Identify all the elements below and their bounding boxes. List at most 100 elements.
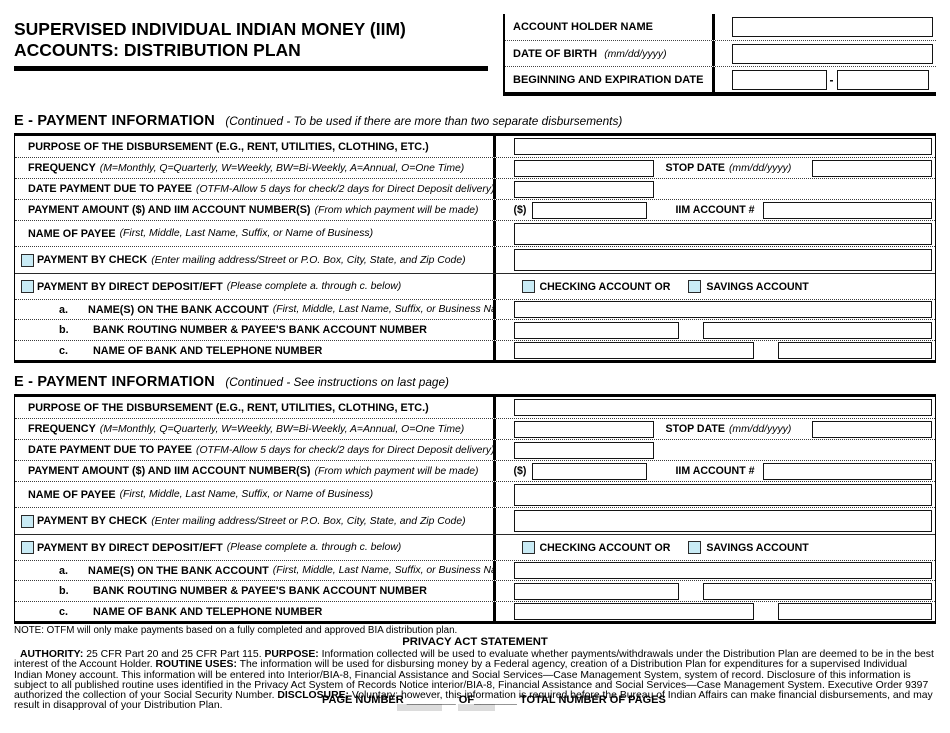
divider [493, 274, 496, 299]
row-letter: a. [59, 303, 69, 316]
form-title-line2: ACCOUNTS: DISTRIBUTION PLAN [14, 40, 301, 61]
bank-phone-field[interactable] [777, 342, 932, 359]
bank-account-names-field[interactable] [513, 301, 932, 318]
direct-deposit-row: PAYMENT BY DIRECT DEPOSIT/EFT (Please co… [15, 273, 935, 299]
bank-names-label: NAME(S) ON THE BANK ACCOUNT [88, 303, 269, 316]
amount-hint: (From which payment will be made) [314, 465, 479, 477]
bank-names-label: NAME(S) ON THE BANK ACCOUNT [88, 564, 269, 577]
savings-account-checkbox[interactable] [688, 541, 702, 554]
account-holder-name-field[interactable] [731, 17, 933, 37]
bank-account-names-field[interactable] [513, 562, 932, 579]
divider [493, 397, 496, 418]
routing-label: BANK ROUTING NUMBER & PAYEE'S BANK ACCOU… [93, 324, 427, 336]
purpose-label: PURPOSE: [264, 649, 319, 660]
date-due-field[interactable] [513, 180, 654, 198]
bank-account-number-field[interactable] [702, 582, 932, 600]
payee-hint: (First, Middle, Last Name, Suffix, or Na… [119, 228, 374, 239]
section-title: E - PAYMENT INFORMATION [14, 374, 215, 390]
savings-account-label: SAVINGS ACCOUNT [706, 280, 809, 293]
divider [493, 320, 496, 340]
routing-number-field[interactable] [513, 321, 679, 339]
date-due-hint: (OTFM-Allow 5 days for check/2 days for … [196, 183, 493, 195]
purpose-row: PURPOSE OF THE DISBURSEMENT (E.G., RENT,… [15, 397, 935, 418]
bank-name-field[interactable] [513, 603, 754, 620]
divider [493, 561, 496, 580]
payment-table: PURPOSE OF THE DISBURSEMENT (E.G., RENT,… [14, 394, 936, 624]
iim-account-label: IIM ACCOUNT # [675, 465, 755, 477]
frequency-hint: (M=Monthly, Q=Quarterly, W=Weekly, BW=Bi… [99, 423, 465, 435]
stop-date-label: STOP DATE [665, 162, 725, 174]
routing-number-field[interactable] [513, 582, 679, 600]
savings-account-checkbox[interactable] [688, 280, 702, 293]
divider [493, 482, 496, 507]
payee-name-field[interactable] [513, 483, 932, 506]
direct-deposit-checkbox[interactable] [21, 280, 34, 293]
page-number-field[interactable] [397, 704, 442, 711]
bank-account-number-field[interactable] [702, 321, 932, 339]
purpose-field[interactable] [513, 138, 932, 155]
direct-deposit-label: PAYMENT BY DIRECT DEPOSIT/EFT [37, 541, 223, 554]
payment-by-check-checkbox[interactable] [21, 514, 34, 528]
section-title: E - PAYMENT INFORMATION [14, 113, 215, 129]
total-pages-label: TOTAL NUMBER OF PAGES [519, 694, 666, 706]
section-e-2: E - PAYMENT INFORMATION (Continued - See… [14, 373, 936, 624]
frequency-hint: (M=Monthly, Q=Quarterly, W=Weekly, BW=Bi… [99, 162, 465, 174]
divider [493, 461, 496, 481]
divider [493, 508, 496, 534]
purpose-field[interactable] [513, 399, 932, 416]
direct-deposit-checkbox[interactable] [21, 541, 34, 554]
payment-amount-field[interactable] [532, 462, 648, 480]
check-mailing-address-field[interactable] [513, 249, 932, 271]
currency-label: ($) [513, 465, 527, 477]
purpose-row: PURPOSE OF THE DISBURSEMENT (E.G., RENT,… [15, 136, 935, 157]
account-holder-fields [715, 17, 937, 37]
frequency-field[interactable] [513, 420, 654, 438]
iim-account-field[interactable] [762, 201, 932, 219]
date-due-field[interactable] [513, 441, 654, 459]
divider [493, 419, 496, 439]
bank-names-row: a. NAME(S) ON THE BANK ACCOUNT (First, M… [15, 299, 935, 319]
bank-phone-field[interactable] [777, 603, 932, 620]
payee-name-field[interactable] [513, 222, 932, 245]
row-letter: a. [59, 564, 69, 577]
payee-row: NAME OF PAYEE (First, Middle, Last Name,… [15, 481, 935, 507]
stop-date-field[interactable] [812, 159, 932, 177]
payment-by-check-checkbox[interactable] [21, 253, 34, 267]
expiration-date-field[interactable] [836, 69, 929, 90]
divider [493, 158, 496, 178]
bank-name-field[interactable] [513, 342, 754, 359]
checking-account-checkbox[interactable] [521, 541, 535, 554]
beginning-date-field[interactable] [731, 69, 827, 90]
purpose-label: PURPOSE OF THE DISBURSEMENT (E.G., RENT,… [28, 401, 429, 414]
dob-fields [715, 43, 937, 64]
total-pages-blank: _______ [474, 694, 517, 706]
divider [493, 136, 496, 157]
section-note: (Continued - See instructions on last pa… [225, 375, 449, 389]
privacy-act-statement: AUTHORITY: 25 CFR Part 20 and 25 CFR Par… [14, 649, 938, 712]
frequency-field[interactable] [513, 159, 654, 177]
stop-date-label: STOP DATE [665, 423, 725, 435]
amount-hint: (From which payment will be made) [314, 204, 479, 216]
payment-by-check-label: PAYMENT BY CHECK [37, 254, 148, 266]
divider [493, 247, 496, 273]
date-due-label: DATE PAYMENT DUE TO PAYEE [28, 183, 192, 195]
date-of-birth-field[interactable] [731, 43, 933, 64]
section-note: (Continued - To be used if there are mor… [225, 114, 623, 128]
form-title: SUPERVISED INDIVIDUAL INDIAN MONEY (IIM)… [14, 19, 488, 71]
divider [493, 341, 496, 360]
amount-label: PAYMENT AMOUNT ($) AND IIM ACCOUNT NUMBE… [28, 204, 311, 216]
checking-account-label: CHECKING ACCOUNT OR [539, 280, 671, 293]
payee-label: NAME OF PAYEE [28, 488, 116, 501]
check-mailing-address-field[interactable] [513, 510, 932, 532]
section-heading: E - PAYMENT INFORMATION (Continued - See… [14, 373, 936, 394]
page-number-label: PAGE NUMBER [322, 694, 404, 706]
checking-account-checkbox[interactable] [521, 280, 535, 293]
total-pages-field[interactable] [458, 704, 495, 711]
authority-text: 25 CFR Part 20 and 25 CFR Part 115. [83, 649, 265, 660]
stop-date-field[interactable] [812, 420, 932, 438]
routine-uses-label: ROUTINE USES: [155, 659, 237, 671]
date-due-label: DATE PAYMENT DUE TO PAYEE [28, 444, 192, 456]
payment-amount-field[interactable] [532, 201, 648, 219]
payment-by-check-hint: (Enter mailing address/Street or P.O. Bo… [151, 254, 466, 266]
iim-account-field[interactable] [762, 462, 932, 480]
